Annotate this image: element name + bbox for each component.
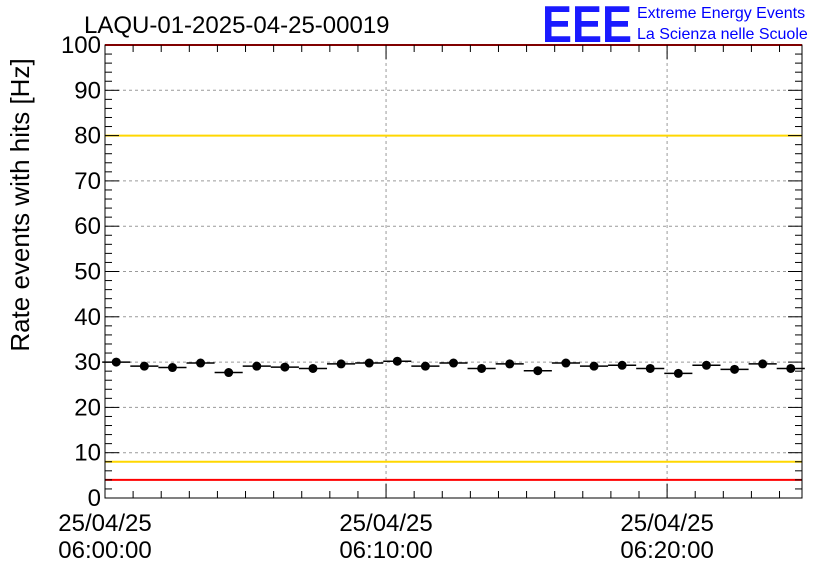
reference-lines	[105, 44, 802, 481]
y-tick-label: 30	[74, 349, 101, 376]
data-point	[730, 364, 740, 374]
y-tick-label: 70	[74, 168, 101, 195]
data-point	[336, 359, 346, 369]
x-tick-time-label: 06:20:00	[620, 537, 713, 564]
data-point	[252, 361, 262, 371]
data-point	[196, 358, 206, 368]
y-tick-label: 0	[88, 485, 101, 512]
x-tick-date-label: 25/04/25	[58, 510, 151, 537]
data-point	[589, 361, 599, 371]
y-tick-label: 80	[74, 123, 101, 150]
y-axis-title: Rate events with hits [Hz]	[5, 58, 35, 351]
data-point	[673, 368, 683, 378]
y-tick-label: 60	[74, 213, 101, 240]
data-point	[224, 368, 234, 378]
data-point	[758, 359, 768, 369]
y-tick-label: 90	[74, 77, 101, 104]
data-point	[449, 358, 458, 368]
data-point	[139, 361, 149, 371]
y-tick-label: 40	[74, 304, 101, 331]
data-point	[645, 363, 655, 373]
data-point	[533, 366, 543, 376]
data-point	[280, 362, 290, 372]
logo-line2: La Scienza nelle Scuole	[637, 26, 808, 43]
y-tick-label: 20	[74, 394, 101, 421]
data-point	[420, 361, 430, 371]
y-tick-label: 10	[74, 440, 101, 467]
data-point	[701, 360, 711, 370]
data-point	[111, 357, 121, 367]
data-point	[617, 360, 627, 370]
data-points	[102, 356, 805, 378]
x-tick-labels: 25/04/2506:00:0025/04/2506:10:0025/04/25…	[58, 510, 714, 564]
data-point	[786, 363, 796, 373]
x-tick-time-label: 06:00:00	[58, 537, 151, 564]
x-tick-date-label: 25/04/25	[339, 510, 432, 537]
axis-ticks	[104, 44, 802, 499]
x-tick-date-label: 25/04/25	[620, 510, 713, 537]
data-point	[364, 358, 374, 368]
data-point	[505, 359, 515, 369]
y-tick-label: 50	[74, 259, 101, 286]
y-tick-labels: 0 10 20 30 40 50 60 70 80 90 100	[61, 32, 101, 512]
data-point	[167, 363, 177, 373]
y-tick-label: 100	[61, 32, 101, 59]
logo-line1: Extreme Energy Events	[637, 5, 805, 22]
grid	[105, 45, 802, 498]
data-point	[477, 363, 487, 373]
data-point	[561, 358, 571, 368]
data-point	[392, 356, 402, 366]
x-tick-time-label: 06:10:00	[339, 537, 432, 564]
data-point	[308, 363, 318, 373]
chart-title: LAQU-01-2025-04-25-00019	[84, 12, 390, 39]
